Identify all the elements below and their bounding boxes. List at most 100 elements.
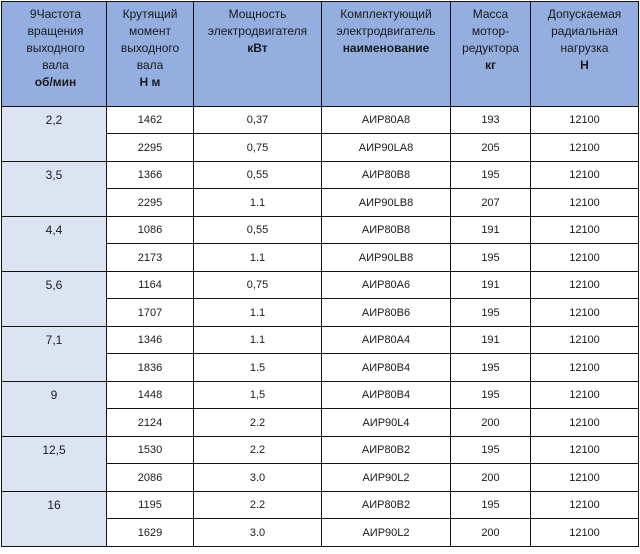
motor-cell: АИР90L2 <box>321 518 451 547</box>
header-line: выходного <box>120 41 180 55</box>
torque-cell: 1462 <box>106 106 194 134</box>
header-line: мотор- <box>471 24 510 38</box>
table-row: 1629 3.0 АИР90L2 200 12100 <box>2 518 639 547</box>
table-row: 1836 1.5 АИР80В4 195 12100 <box>2 353 639 382</box>
motor-cell: АИР80А4 <box>321 326 451 354</box>
power-cell: 2.2 <box>193 408 322 437</box>
table-row: 4,4 1086 0,55 АИР80В8 191 12100 <box>1 216 639 272</box>
load-cell: 12100 <box>530 106 639 134</box>
header-line: электродвигатель <box>336 24 436 38</box>
header-motor-power: Мощность электродвигателя кВт <box>193 1 322 107</box>
mass-cell: 200 <box>450 408 531 437</box>
motor-cell: АИР90L4 <box>321 408 451 437</box>
power-cell: 1.1 <box>193 298 322 327</box>
header-output-speed: 9Частота вращения выходного вала об/мин <box>1 1 107 107</box>
power-cell: 1.1 <box>193 326 322 354</box>
torque-cell: 1164 <box>106 271 194 299</box>
header-output-torque: Крутящий момент выходного вала Н м <box>106 1 194 107</box>
table-row: 2124 2.2 АИР90L4 200 12100 <box>2 408 639 437</box>
motor-cell: АИР80В8 <box>321 161 451 189</box>
load-cell: 12100 <box>530 133 639 162</box>
torque-cell: 2295 <box>106 188 194 217</box>
header-unit: кг <box>484 58 496 72</box>
power-cell: 1.5 <box>193 353 322 382</box>
load-cell: 12100 <box>530 381 639 409</box>
speed-cell: 5,6 <box>1 271 107 327</box>
table-row: 7,1 1346 1.1 АИР80А4 191 12100 <box>1 326 639 382</box>
load-cell: 12100 <box>530 161 639 189</box>
load-cell: 12100 <box>530 326 639 354</box>
motor-cell: АИР80В4 <box>321 381 451 409</box>
header-line: нагрузка <box>560 41 609 55</box>
load-cell: 12100 <box>530 298 639 327</box>
speed-cell: 12,5 <box>1 436 107 492</box>
motor-cell: АИР80В6 <box>321 298 451 327</box>
speed-cell: 16 <box>1 491 107 547</box>
header-line: электродвигателя <box>207 24 308 38</box>
power-cell: 1.1 <box>193 243 322 272</box>
header-line: Мощность <box>228 7 287 21</box>
motor-cell: АИР80В2 <box>321 436 451 464</box>
motor-cell: АИР80В2 <box>321 491 451 519</box>
header-motor-model: Комплектующий электродвигатель наименова… <box>321 1 451 107</box>
power-cell: 0,75 <box>193 271 322 299</box>
header-line: Крутящий <box>122 7 178 21</box>
mass-cell: 191 <box>450 271 531 299</box>
speed-cell: 2,2 <box>1 106 107 162</box>
torque-cell: 1448 <box>106 381 194 409</box>
motor-cell: АИР80В4 <box>321 353 451 382</box>
table-row: 2,2 1462 0,37 АИР80А8 193 12100 <box>1 106 639 162</box>
header-mass: Масса мотор- редуктора кг <box>450 1 531 107</box>
table-header: 9Частота вращения выходного вала об/мин … <box>1 1 639 107</box>
power-cell: 1.1 <box>193 188 322 217</box>
table-row: 2173 1.1 АИР90LB8 195 12100 <box>2 243 639 272</box>
header-line: радиальная <box>551 24 618 38</box>
load-cell: 12100 <box>530 271 639 299</box>
motor-cell: АИР90LA8 <box>321 133 451 162</box>
motor-cell: АИР80А6 <box>321 271 451 299</box>
header-unit: Н м <box>139 75 161 89</box>
header-line: вала <box>42 58 69 72</box>
mass-cell: 200 <box>450 463 531 492</box>
mass-cell: 191 <box>450 216 531 244</box>
motor-cell: АИР80А8 <box>321 106 451 134</box>
motor-cell: АИР80В8 <box>321 216 451 244</box>
power-cell: 0,55 <box>193 216 322 244</box>
table-row: 1707 1.1 АИР80В6 195 12100 <box>2 298 639 327</box>
torque-cell: 1530 <box>106 436 194 464</box>
speed-cell: 3,5 <box>1 161 107 217</box>
torque-cell: 1707 <box>106 298 194 327</box>
header-unit: Н <box>580 58 589 72</box>
mass-cell: 207 <box>450 188 531 217</box>
power-cell: 3.0 <box>193 463 322 492</box>
torque-cell: 1629 <box>106 518 194 547</box>
torque-cell: 2295 <box>106 133 194 162</box>
power-cell: 1,5 <box>193 381 322 409</box>
load-cell: 12100 <box>530 518 639 547</box>
mass-cell: 195 <box>450 381 531 409</box>
table-row: 2295 1.1 АИР90LB8 207 12100 <box>2 188 639 217</box>
mass-cell: 195 <box>450 243 531 272</box>
header-unit: кВт <box>247 41 268 55</box>
load-cell: 12100 <box>530 243 639 272</box>
power-cell: 3.0 <box>193 518 322 547</box>
header-line: момент <box>129 24 171 38</box>
load-cell: 12100 <box>530 463 639 492</box>
mass-cell: 195 <box>450 491 531 519</box>
power-cell: 0,55 <box>193 161 322 189</box>
table-body: 2,2 1462 0,37 АИР80А8 193 12100 2295 0,7… <box>1 106 639 547</box>
table-row: 12,5 1530 2.2 АИР80В2 195 12100 <box>1 436 639 492</box>
header-line: редуктора <box>462 41 519 55</box>
mass-cell: 195 <box>450 353 531 382</box>
header-line: Допускаемая <box>547 7 622 21</box>
mass-cell: 191 <box>450 326 531 354</box>
header-line: вала <box>136 58 164 72</box>
torque-cell: 1346 <box>106 326 194 354</box>
torque-cell: 2086 <box>106 463 194 492</box>
header-line: вращения <box>27 24 84 38</box>
header-row: 9Частота вращения выходного вала об/мин … <box>1 1 639 107</box>
header-unit: наименование <box>342 41 430 55</box>
speed-cell: 9 <box>1 381 107 437</box>
